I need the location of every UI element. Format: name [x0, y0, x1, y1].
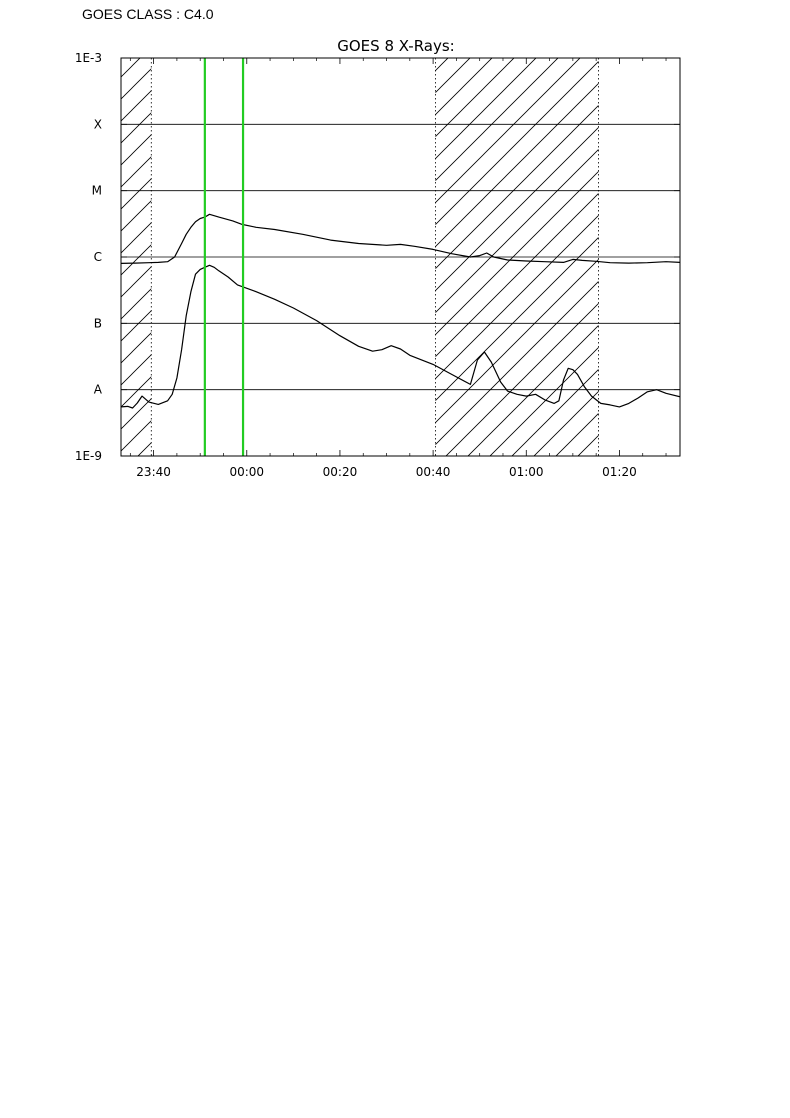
x-tick-label-01:20: 01:20 — [602, 465, 637, 479]
y-tick-label-1E-3: 1E-3 — [75, 51, 102, 65]
x-tick-label-00:20: 00:20 — [323, 465, 358, 479]
y-tick-label-X: X — [94, 117, 102, 131]
time-markers — [203, 58, 245, 456]
y-tick-label-C: C — [94, 250, 102, 264]
y-tick-label-A: A — [94, 383, 103, 397]
y-tick-label-1E-9: 1E-9 — [75, 449, 102, 463]
axis-ticks: 1E-3 X M C B A 1E-9 23:40 00:00 00:20 00:40 01:00 01… — [75, 51, 680, 479]
y-tick-label-B: B — [94, 316, 102, 330]
x-tick-label-00:40: 00:40 — [416, 465, 451, 479]
series-line-1 — [121, 264, 680, 409]
x-tick-label-00:00: 00:00 — [229, 465, 264, 479]
chart-title: GOES 8 X-Rays: — [337, 37, 454, 55]
x-tick-label-01:00: 01:00 — [509, 465, 544, 479]
series-lines — [121, 213, 680, 409]
goes-class-label: GOES CLASS : C4.0 — [82, 6, 214, 22]
y-tick-label-M: M — [92, 184, 102, 198]
x-tick-label-23:40: 23:40 — [136, 465, 171, 479]
series-line-0 — [121, 213, 680, 264]
